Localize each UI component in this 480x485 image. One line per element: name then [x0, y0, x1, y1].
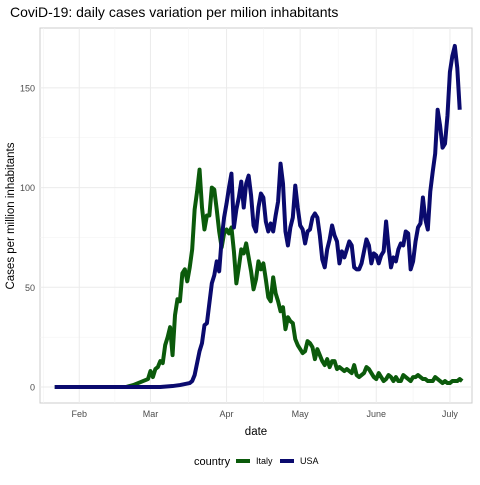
- x-tick-label: June: [367, 409, 387, 419]
- legend-label-italy: Italy: [256, 456, 273, 466]
- y-tick-label: 150: [20, 83, 35, 93]
- legend: country Italy USA: [194, 456, 319, 468]
- x-axis-ticks: Feb Mar Apr May June July: [72, 409, 459, 419]
- legend-title: country: [194, 456, 231, 468]
- x-tick-label: May: [292, 409, 310, 419]
- x-tick-label: July: [442, 409, 459, 419]
- y-axis-ticks: 0 50 100 150: [20, 83, 35, 392]
- x-axis-label: date: [245, 426, 267, 438]
- series-lines: [54, 43, 464, 390]
- series-line-usa: [54, 43, 462, 390]
- y-tick-label: 100: [20, 183, 35, 193]
- chart-title: CoviD-19: daily cases variation per mili…: [10, 4, 338, 20]
- x-tick-label: Mar: [143, 409, 159, 419]
- legend-label-usa: USA: [300, 456, 319, 466]
- y-tick-label: 0: [30, 383, 35, 393]
- x-tick-label: Feb: [72, 409, 88, 419]
- y-axis-label: Cases per million inhabitants: [5, 142, 17, 289]
- x-tick-label: Apr: [220, 409, 234, 419]
- y-tick-label: 50: [25, 283, 35, 293]
- series-line-italy: [54, 167, 464, 390]
